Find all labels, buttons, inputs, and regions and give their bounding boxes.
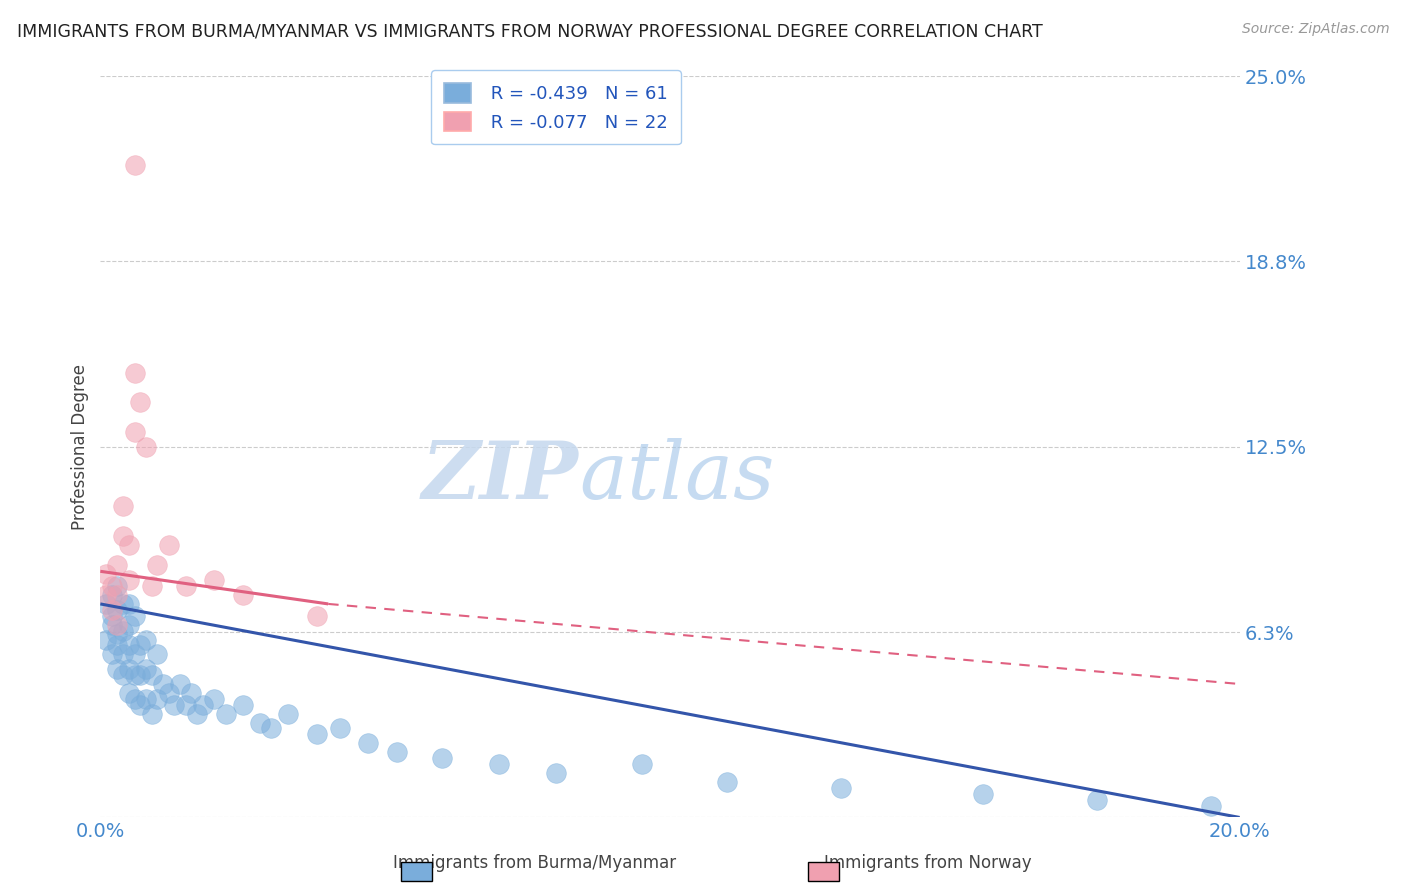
Point [94, 597, 117, 611]
Text: Source: ZipAtlas.com: Source: ZipAtlas.com [1241, 22, 1389, 37]
Point [157, 538, 180, 552]
Point [107, 579, 129, 593]
Point [146, 648, 169, 662]
Point [112, 597, 135, 611]
Point [129, 639, 152, 653]
Point [202, 691, 225, 706]
Point [141, 668, 163, 682]
Point [118, 617, 141, 632]
Point [146, 691, 169, 706]
Point [249, 715, 271, 730]
Point [100, 608, 122, 623]
Point [100, 579, 122, 593]
Point [135, 691, 157, 706]
Point [169, 677, 191, 691]
Point [215, 706, 238, 721]
Point [135, 440, 157, 454]
Point [107, 603, 129, 617]
Point [107, 662, 129, 676]
Point [135, 632, 157, 647]
Point [232, 698, 254, 712]
Point [118, 686, 141, 700]
Point [94, 632, 117, 647]
Point [163, 698, 186, 712]
Point [94, 567, 117, 582]
Point [544, 766, 567, 780]
Point [129, 668, 152, 682]
Point [118, 597, 141, 611]
Point [305, 608, 328, 623]
Point [191, 698, 214, 712]
Point [124, 425, 146, 439]
Point [202, 573, 225, 587]
Point [107, 558, 129, 573]
Point [180, 686, 202, 700]
Point [112, 529, 135, 543]
Point [107, 626, 129, 640]
Text: atlas: atlas [579, 438, 775, 516]
Point [141, 579, 163, 593]
Point [716, 775, 738, 789]
Point [124, 608, 146, 623]
Point [112, 668, 135, 682]
Point [100, 588, 122, 602]
Point [124, 668, 146, 682]
Point [830, 780, 852, 795]
Point [124, 691, 146, 706]
Point [141, 706, 163, 721]
Point [157, 686, 180, 700]
Point [135, 662, 157, 676]
Point [100, 617, 122, 632]
Point [357, 736, 380, 750]
Point [107, 639, 129, 653]
Point [329, 722, 352, 736]
Point [186, 706, 208, 721]
Text: ZIP: ZIP [422, 438, 579, 516]
Point [174, 579, 197, 593]
Point [107, 617, 129, 632]
Point [118, 573, 141, 587]
Point [124, 366, 146, 380]
Legend:  R = -0.439   N = 61,  R = -0.077   N = 22: R = -0.439 N = 61, R = -0.077 N = 22 [432, 70, 681, 145]
Point [972, 787, 994, 801]
Point [152, 677, 174, 691]
Text: IMMIGRANTS FROM BURMA/MYANMAR VS IMMIGRANTS FROM NORWAY PROFESSIONAL DEGREE CORR: IMMIGRANTS FROM BURMA/MYANMAR VS IMMIGRA… [17, 22, 1043, 40]
Text: Immigrants from Norway: Immigrants from Norway [824, 855, 1032, 872]
Point [118, 662, 141, 676]
Y-axis label: Professional Degree: Professional Degree [72, 364, 89, 530]
Point [129, 395, 152, 409]
Point [174, 698, 197, 712]
Point [112, 499, 135, 513]
Point [260, 722, 283, 736]
Text: Immigrants from Burma/Myanmar: Immigrants from Burma/Myanmar [392, 855, 676, 872]
Point [129, 698, 152, 712]
Point [277, 706, 299, 721]
Point [305, 727, 328, 741]
Point [1199, 798, 1222, 813]
Point [146, 558, 169, 573]
Point [488, 757, 510, 772]
Point [100, 603, 122, 617]
Point [232, 588, 254, 602]
Point [112, 624, 135, 638]
Point [94, 588, 117, 602]
Point [1085, 792, 1108, 806]
Point [107, 588, 129, 602]
Point [118, 639, 141, 653]
Point [124, 648, 146, 662]
Point [430, 751, 453, 765]
Point [630, 757, 652, 772]
Point [385, 745, 408, 759]
Point [118, 538, 141, 552]
Point [100, 648, 122, 662]
Point [124, 158, 146, 172]
Point [112, 648, 135, 662]
